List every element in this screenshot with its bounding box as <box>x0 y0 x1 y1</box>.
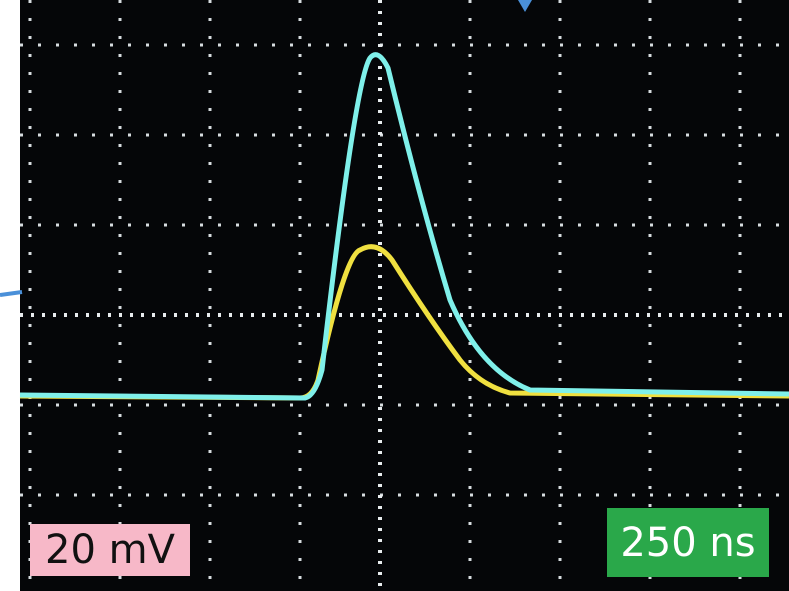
screen-background <box>20 0 789 591</box>
marker-line <box>0 290 23 297</box>
center-axes <box>20 0 789 591</box>
voltage-scale-label: 20 mV <box>30 524 190 576</box>
marker-arrow <box>518 0 532 12</box>
grid <box>20 0 789 591</box>
cyan-trace <box>19 52 789 401</box>
time-scale-label: 250 ns <box>607 508 769 577</box>
